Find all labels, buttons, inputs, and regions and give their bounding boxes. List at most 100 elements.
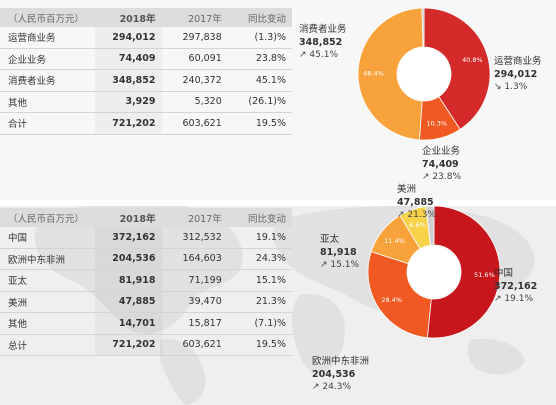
section-divider <box>0 200 556 206</box>
value-2017: 603,621 <box>182 117 222 129</box>
callout-change-text: 45.1% <box>309 50 339 60</box>
value-2018: 721,202 <box>95 113 161 135</box>
callout-enterprise: 企业业务 74,409 ↗ 23.8% <box>422 146 461 184</box>
value-2018: 294,012 <box>95 27 161 48</box>
table-header-row: （人民币百万元） 2018年 2017年 同比变动 <box>0 8 292 27</box>
value-change: 21.3% <box>255 296 286 308</box>
table-row: 合计 721,202 603,621 19.5% <box>0 113 292 135</box>
table-row: 其他 14,701 15,817 (7.1)% <box>0 313 292 335</box>
value-change: 15.1% <box>255 274 286 286</box>
value-2018: 372,162 <box>95 227 161 248</box>
pie-slice-0 <box>426 205 501 339</box>
row-label: 运营商业务 <box>8 33 56 45</box>
callout-name: 消费者业务 <box>299 24 347 35</box>
row-label: 消费者业务 <box>8 76 56 88</box>
callout-change: ↗ 21.3% <box>397 209 436 222</box>
table-row: 总计 721,202 603,621 19.5% <box>0 334 292 356</box>
header-2018: 2018年 <box>95 8 162 27</box>
donut-hole <box>397 47 451 101</box>
value-2017: 5,320 <box>194 96 222 108</box>
callout-emea: 欧洲中东非洲 204,536 ↗ 24.3% <box>312 356 369 394</box>
region-revenue-table: （人民币百万元） 2018年 2017年 同比变动 中国 372,162 312… <box>0 208 292 356</box>
value-2017: 164,603 <box>182 253 222 265</box>
value-change: 24.3% <box>255 253 286 265</box>
value-2017: 39,470 <box>188 296 222 308</box>
value-2018: 14,701 <box>95 313 161 335</box>
value-2017: 603,621 <box>182 339 222 351</box>
table-row: 欧洲中东非洲 204,536 164,603 24.3% <box>0 248 292 270</box>
callout-change-text: 21.3% <box>407 210 437 220</box>
value-change: 23.8% <box>255 53 286 65</box>
callout-name: 美洲 <box>397 184 417 195</box>
table-row: 运营商业务 294,012 297,838 (1.3)% <box>0 27 292 48</box>
slice-label-0: 51.6% <box>474 271 495 279</box>
slice-label-2: 48.4% <box>363 70 384 78</box>
slice-label-3: 6.6% <box>409 221 426 229</box>
value-2017: 71,199 <box>188 274 222 286</box>
callout-change: ↗ 19.1% <box>494 293 537 306</box>
arrow-up-right-icon: ↗ <box>422 172 430 182</box>
table-row: 其他 3,929 5,320 (26.1)% <box>0 91 292 113</box>
arrow-up-right-icon: ↗ <box>494 294 502 304</box>
callout-change-text: 15.1% <box>330 260 360 270</box>
callout-value: 348,852 <box>299 36 343 48</box>
row-label: 总计 <box>8 340 28 352</box>
value-2017: 15,817 <box>188 317 222 329</box>
value-2017: 60,091 <box>188 53 222 65</box>
value-2018: 81,918 <box>95 270 161 292</box>
callout-name: 中国 <box>494 268 514 279</box>
row-label: 其他 <box>8 319 28 331</box>
callout-name: 运营商业务 <box>494 56 542 67</box>
callout-americas: 美洲 47,885 ↗ 21.3% <box>397 184 436 222</box>
value-2017: 240,372 <box>182 74 222 86</box>
value-2018: 47,885 <box>95 291 161 313</box>
value-2018: 721,202 <box>95 334 161 356</box>
segment-revenue-table: （人民币百万元） 2018年 2017年 同比变动 运营商业务 294,012 … <box>0 8 292 135</box>
row-label: 中国 <box>8 233 28 245</box>
arrow-up-right-icon: ↗ <box>397 210 405 220</box>
region-donut-chart: 51.6% 28.4% 11.4% 6.6% <box>367 205 501 339</box>
header-2018: 2018年 <box>95 208 162 227</box>
callout-carrier: 运营商业务 294,012 ↘ 1.3% <box>494 56 542 94</box>
callout-value: 81,918 <box>320 246 357 258</box>
callout-change: ↗ 45.1% <box>299 49 347 62</box>
value-change: 19.5% <box>255 117 286 129</box>
arrow-up-right-icon: ↗ <box>299 50 307 60</box>
value-2018: 74,409 <box>95 48 161 70</box>
header-2017: 2017年 <box>161 8 228 27</box>
slice-label-0: 40.8% <box>462 56 483 64</box>
callout-value: 74,409 <box>422 158 459 170</box>
pie-slice-2 <box>357 7 424 141</box>
callout-consumer: 消费者业务 348,852 ↗ 45.1% <box>299 24 347 62</box>
row-label: 欧洲中东非洲 <box>8 254 66 266</box>
callout-apac: 亚太 81,918 ↗ 15.1% <box>320 234 359 272</box>
callout-value: 294,012 <box>494 68 538 80</box>
pie-slice-4 <box>425 205 435 246</box>
table-row: 消费者业务 348,852 240,372 45.1% <box>0 70 292 92</box>
value-2017: 297,838 <box>182 31 222 43</box>
value-change: 19.1% <box>255 231 286 243</box>
arrow-down-right-icon: ↘ <box>494 82 502 92</box>
table-row: 亚太 81,918 71,199 15.1% <box>0 270 292 292</box>
value-change: (1.3)% <box>254 31 286 43</box>
table-row: 企业业务 74,409 60,091 23.8% <box>0 48 292 70</box>
header-unit-label: （人民币百万元） <box>0 208 96 227</box>
table-row: 美洲 47,885 39,470 21.3% <box>0 291 292 313</box>
callout-change: ↘ 1.3% <box>494 81 542 94</box>
row-label: 其他 <box>8 97 28 109</box>
callout-name: 亚太 <box>320 234 340 245</box>
callout-china: 中国 372,162 ↗ 19.1% <box>494 268 537 306</box>
header-change: 同比变动 <box>227 8 292 27</box>
callout-name: 欧洲中东非洲 <box>312 356 370 367</box>
value-2017: 312,532 <box>182 231 222 243</box>
value-2018: 204,536 <box>95 248 161 270</box>
row-label: 合计 <box>8 119 28 131</box>
slice-label-2: 11.4% <box>384 237 405 245</box>
value-2018: 348,852 <box>95 70 161 92</box>
arrow-up-right-icon: ↗ <box>312 382 320 392</box>
header-change: 同比变动 <box>227 208 292 227</box>
callout-value: 372,162 <box>494 280 538 292</box>
arrow-up-right-icon: ↗ <box>320 260 328 270</box>
callout-change-text: 1.3% <box>504 82 528 92</box>
callout-change-text: 24.3% <box>322 382 352 392</box>
